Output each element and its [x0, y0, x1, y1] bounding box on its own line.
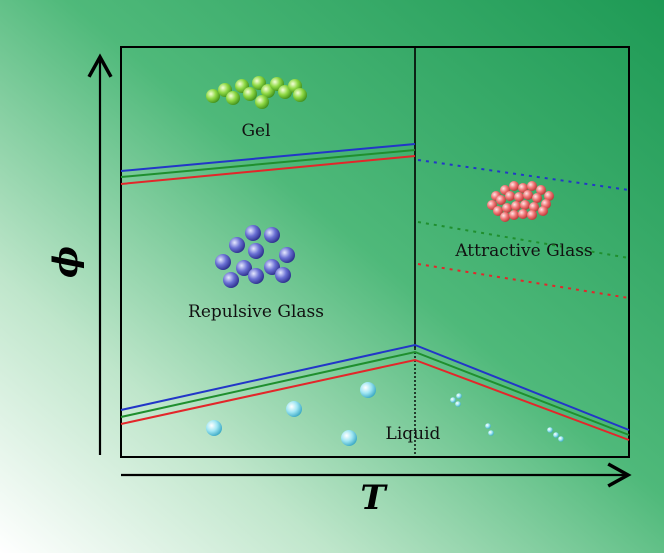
x-axis-label: T [360, 478, 388, 518]
liquid-label: Liquid [386, 424, 441, 444]
gel-boundary-blue [120, 143, 416, 172]
gel-boundary-red [120, 155, 416, 185]
liquid-boundary-blue [120, 343, 630, 431]
attractive-line-red [417, 263, 630, 299]
repulsive-glass-label: Repulsive Glass [188, 302, 324, 322]
plot-frame [120, 46, 630, 458]
attractive-glass-lines [417, 159, 630, 299]
gel-boundary-green [120, 149, 416, 178]
gel-particle-cluster [206, 76, 307, 109]
liquid-boundary-green [120, 350, 630, 436]
attractive-line-blue [417, 159, 630, 191]
gel-boundary-lines [120, 143, 416, 185]
liquid-particles [206, 382, 564, 446]
attractive-line-green [417, 221, 630, 259]
y-axis-label: ϕ [46, 246, 86, 278]
liquid-boundary-lines [120, 343, 630, 441]
attractive-particle-cluster [487, 181, 554, 222]
liquid-boundary-red [120, 358, 630, 441]
gel-label: Gel [241, 121, 270, 141]
repulsive-particle-cluster [215, 225, 295, 288]
attractive-glass-label: Attractive Glass [454, 241, 592, 261]
